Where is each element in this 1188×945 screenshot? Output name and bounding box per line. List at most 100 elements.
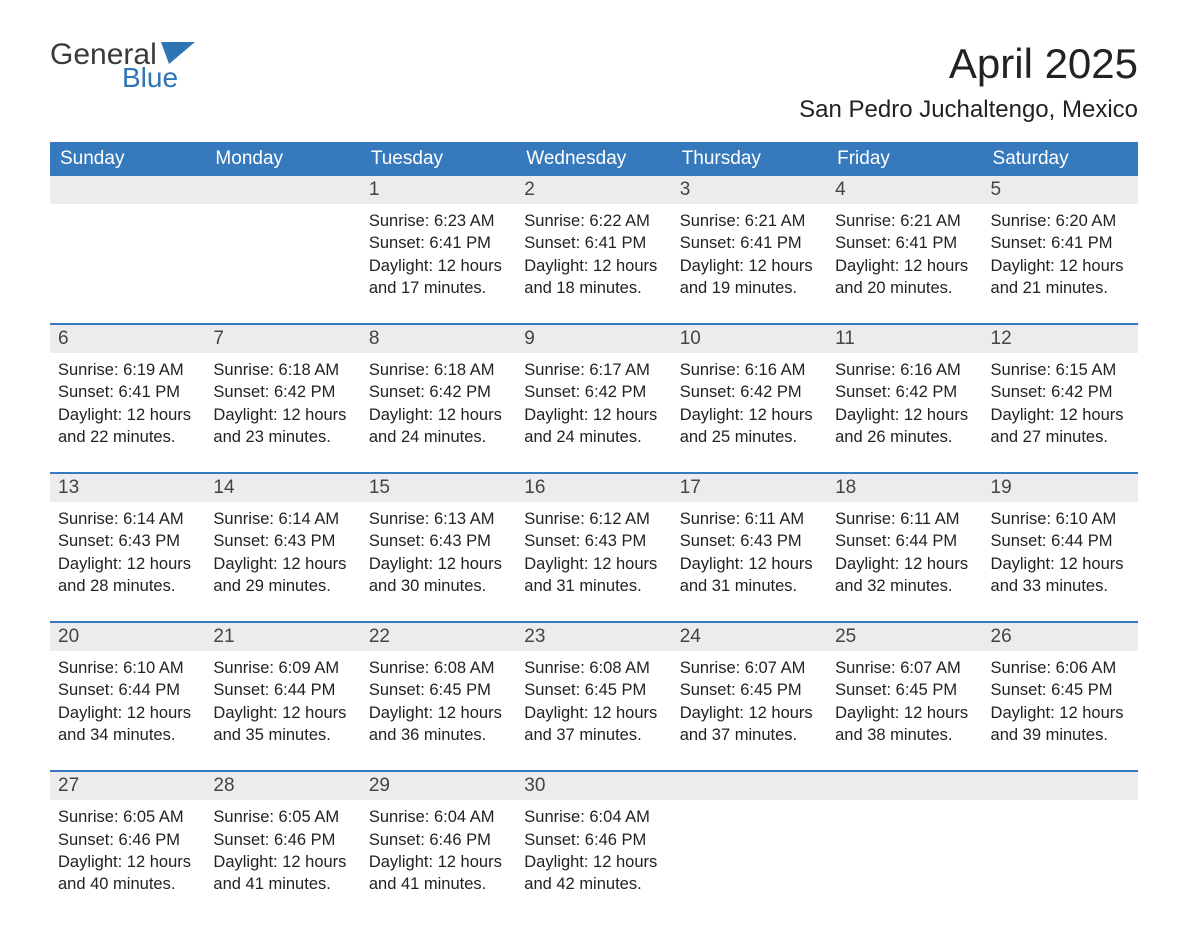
- sunrise-line: Sunrise: 6:21 AM: [835, 210, 974, 232]
- day-number: 7: [205, 325, 360, 353]
- day-details: Sunrise: 6:19 AMSunset: 6:41 PMDaylight:…: [50, 353, 205, 448]
- sunset-line: Sunset: 6:46 PM: [524, 829, 663, 851]
- calendar-day: 24Sunrise: 6:07 AMSunset: 6:45 PMDayligh…: [672, 623, 827, 756]
- daylight-line: Daylight: 12 hours and 17 minutes.: [369, 255, 508, 300]
- day-details: Sunrise: 6:04 AMSunset: 6:46 PMDaylight:…: [516, 800, 671, 895]
- calendar-day: 25Sunrise: 6:07 AMSunset: 6:45 PMDayligh…: [827, 623, 982, 756]
- calendar-day: 27Sunrise: 6:05 AMSunset: 6:46 PMDayligh…: [50, 772, 205, 905]
- sunrise-line: Sunrise: 6:05 AM: [213, 806, 352, 828]
- sunrise-line: Sunrise: 6:23 AM: [369, 210, 508, 232]
- day-number: 2: [516, 176, 671, 204]
- daylight-line: Daylight: 12 hours and 33 minutes.: [991, 553, 1130, 598]
- day-number: 20: [50, 623, 205, 651]
- logo-text-blue: Blue: [122, 64, 195, 92]
- day-details: Sunrise: 6:21 AMSunset: 6:41 PMDaylight:…: [672, 204, 827, 299]
- day-number: [205, 176, 360, 204]
- sunrise-line: Sunrise: 6:15 AM: [991, 359, 1130, 381]
- day-number: 29: [361, 772, 516, 800]
- sunrise-line: Sunrise: 6:14 AM: [58, 508, 197, 530]
- sunset-line: Sunset: 6:44 PM: [213, 679, 352, 701]
- day-details: Sunrise: 6:17 AMSunset: 6:42 PMDaylight:…: [516, 353, 671, 448]
- sunset-line: Sunset: 6:41 PM: [835, 232, 974, 254]
- sunrise-line: Sunrise: 6:06 AM: [991, 657, 1130, 679]
- day-details: Sunrise: 6:05 AMSunset: 6:46 PMDaylight:…: [50, 800, 205, 895]
- day-details: Sunrise: 6:07 AMSunset: 6:45 PMDaylight:…: [827, 651, 982, 746]
- sunrise-line: Sunrise: 6:22 AM: [524, 210, 663, 232]
- calendar-day: 16Sunrise: 6:12 AMSunset: 6:43 PMDayligh…: [516, 474, 671, 607]
- day-number: 4: [827, 176, 982, 204]
- sunset-line: Sunset: 6:41 PM: [680, 232, 819, 254]
- daylight-line: Daylight: 12 hours and 41 minutes.: [213, 851, 352, 896]
- day-number: 10: [672, 325, 827, 353]
- sunset-line: Sunset: 6:45 PM: [524, 679, 663, 701]
- sunrise-line: Sunrise: 6:21 AM: [680, 210, 819, 232]
- day-details: Sunrise: 6:08 AMSunset: 6:45 PMDaylight:…: [361, 651, 516, 746]
- sunrise-line: Sunrise: 6:19 AM: [58, 359, 197, 381]
- calendar-day: 23Sunrise: 6:08 AMSunset: 6:45 PMDayligh…: [516, 623, 671, 756]
- sunset-line: Sunset: 6:44 PM: [991, 530, 1130, 552]
- calendar-week: 27Sunrise: 6:05 AMSunset: 6:46 PMDayligh…: [50, 770, 1138, 905]
- calendar-week: 20Sunrise: 6:10 AMSunset: 6:44 PMDayligh…: [50, 621, 1138, 756]
- weekday-header: Friday: [827, 142, 982, 176]
- day-details: Sunrise: 6:04 AMSunset: 6:46 PMDaylight:…: [361, 800, 516, 895]
- calendar-day: 17Sunrise: 6:11 AMSunset: 6:43 PMDayligh…: [672, 474, 827, 607]
- daylight-line: Daylight: 12 hours and 35 minutes.: [213, 702, 352, 747]
- sunset-line: Sunset: 6:41 PM: [369, 232, 508, 254]
- sunrise-line: Sunrise: 6:18 AM: [213, 359, 352, 381]
- daylight-line: Daylight: 12 hours and 34 minutes.: [58, 702, 197, 747]
- calendar-day: 10Sunrise: 6:16 AMSunset: 6:42 PMDayligh…: [672, 325, 827, 458]
- day-details: Sunrise: 6:14 AMSunset: 6:43 PMDaylight:…: [50, 502, 205, 597]
- day-number: 22: [361, 623, 516, 651]
- calendar-week: 1Sunrise: 6:23 AMSunset: 6:41 PMDaylight…: [50, 176, 1138, 309]
- daylight-line: Daylight: 12 hours and 31 minutes.: [680, 553, 819, 598]
- sunset-line: Sunset: 6:41 PM: [991, 232, 1130, 254]
- day-details: Sunrise: 6:05 AMSunset: 6:46 PMDaylight:…: [205, 800, 360, 895]
- day-number: 19: [983, 474, 1138, 502]
- calendar-day: 22Sunrise: 6:08 AMSunset: 6:45 PMDayligh…: [361, 623, 516, 756]
- daylight-line: Daylight: 12 hours and 21 minutes.: [991, 255, 1130, 300]
- day-number: 24: [672, 623, 827, 651]
- weekday-header: Wednesday: [516, 142, 671, 176]
- day-number: 28: [205, 772, 360, 800]
- daylight-line: Daylight: 12 hours and 19 minutes.: [680, 255, 819, 300]
- day-number: 26: [983, 623, 1138, 651]
- day-number: 17: [672, 474, 827, 502]
- daylight-line: Daylight: 12 hours and 39 minutes.: [991, 702, 1130, 747]
- day-details: Sunrise: 6:18 AMSunset: 6:42 PMDaylight:…: [361, 353, 516, 448]
- sunset-line: Sunset: 6:42 PM: [213, 381, 352, 403]
- calendar: SundayMondayTuesdayWednesdayThursdayFrid…: [50, 142, 1138, 905]
- daylight-line: Daylight: 12 hours and 23 minutes.: [213, 404, 352, 449]
- calendar-day: 12Sunrise: 6:15 AMSunset: 6:42 PMDayligh…: [983, 325, 1138, 458]
- daylight-line: Daylight: 12 hours and 24 minutes.: [524, 404, 663, 449]
- sunrise-line: Sunrise: 6:13 AM: [369, 508, 508, 530]
- day-number: [50, 176, 205, 204]
- sunset-line: Sunset: 6:42 PM: [680, 381, 819, 403]
- sunrise-line: Sunrise: 6:20 AM: [991, 210, 1130, 232]
- daylight-line: Daylight: 12 hours and 27 minutes.: [991, 404, 1130, 449]
- daylight-line: Daylight: 12 hours and 41 minutes.: [369, 851, 508, 896]
- sunset-line: Sunset: 6:43 PM: [58, 530, 197, 552]
- calendar-day: 2 Sunrise: 6:22 AMSunset: 6:41 PMDaylight…: [516, 176, 671, 309]
- weekday-header: Monday: [205, 142, 360, 176]
- header: General Blue April 2025 San Pedro Juchal…: [50, 40, 1138, 124]
- day-details: Sunrise: 6:15 AMSunset: 6:42 PMDaylight:…: [983, 353, 1138, 448]
- sunrise-line: Sunrise: 6:16 AM: [835, 359, 974, 381]
- daylight-line: Daylight: 12 hours and 26 minutes.: [835, 404, 974, 449]
- daylight-line: Daylight: 12 hours and 25 minutes.: [680, 404, 819, 449]
- sunrise-line: Sunrise: 6:11 AM: [835, 508, 974, 530]
- weekday-header: Sunday: [50, 142, 205, 176]
- calendar-day: [827, 772, 982, 905]
- sunrise-line: Sunrise: 6:07 AM: [835, 657, 974, 679]
- sunset-line: Sunset: 6:41 PM: [524, 232, 663, 254]
- calendar-week: 6Sunrise: 6:19 AMSunset: 6:41 PMDaylight…: [50, 323, 1138, 458]
- day-details: Sunrise: 6:12 AMSunset: 6:43 PMDaylight:…: [516, 502, 671, 597]
- calendar-day: 5Sunrise: 6:20 AMSunset: 6:41 PMDaylight…: [983, 176, 1138, 309]
- daylight-line: Daylight: 12 hours and 36 minutes.: [369, 702, 508, 747]
- calendar-day: 6Sunrise: 6:19 AMSunset: 6:41 PMDaylight…: [50, 325, 205, 458]
- day-details: Sunrise: 6:10 AMSunset: 6:44 PMDaylight:…: [50, 651, 205, 746]
- daylight-line: Daylight: 12 hours and 18 minutes.: [524, 255, 663, 300]
- sunset-line: Sunset: 6:42 PM: [524, 381, 663, 403]
- sunrise-line: Sunrise: 6:09 AM: [213, 657, 352, 679]
- day-number: 14: [205, 474, 360, 502]
- day-details: Sunrise: 6:09 AMSunset: 6:44 PMDaylight:…: [205, 651, 360, 746]
